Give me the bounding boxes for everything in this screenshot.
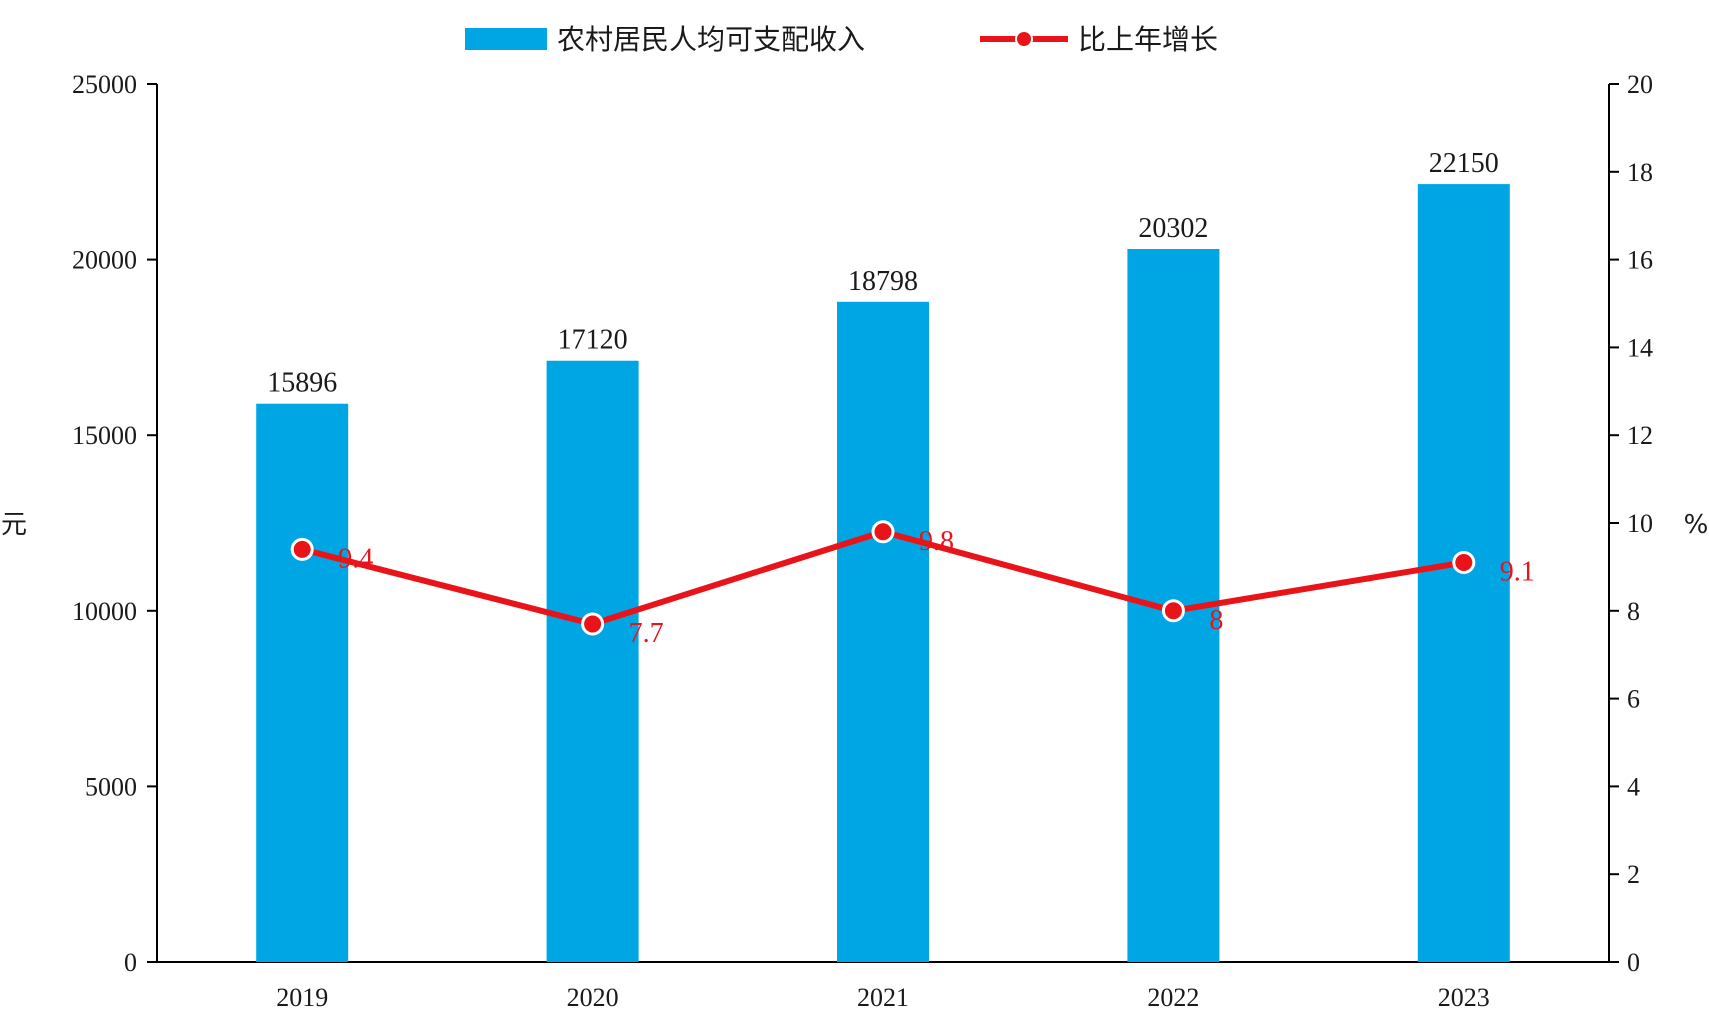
right-axis-unit: % — [1684, 510, 1709, 540]
bar-series — [256, 184, 1510, 963]
legend-marker-growth — [1015, 30, 1033, 48]
left-tick-label: 15000 — [72, 421, 137, 450]
line-value-label: 9.4 — [338, 543, 373, 574]
right-tick-label: 6 — [1627, 685, 1640, 714]
x-tick-label: 2023 — [1438, 983, 1490, 1012]
axes: 0 5000 10000 15000 20000 25000 0 2 4 6 8 10 12 14 16 18… — [1, 70, 1708, 1012]
right-tick-label: 8 — [1627, 597, 1640, 626]
right-tick-label: 18 — [1627, 158, 1653, 187]
line-value-label: 9.8 — [919, 526, 954, 557]
line-point — [581, 612, 605, 636]
left-tick-label: 5000 — [85, 772, 137, 801]
line-point — [1452, 551, 1476, 575]
right-tick-label: 0 — [1627, 948, 1640, 977]
right-tick-label: 14 — [1627, 333, 1653, 362]
right-tick-label: 10 — [1627, 509, 1653, 538]
right-tick-label: 12 — [1627, 421, 1653, 450]
left-tick-label: 10000 — [72, 597, 137, 626]
x-tick-label: 2021 — [857, 983, 909, 1012]
left-tick-label: 20000 — [72, 246, 137, 275]
x-tick-label: 2020 — [567, 983, 619, 1012]
bar-value-label: 18798 — [848, 266, 918, 297]
bar — [546, 360, 639, 962]
left-tick-label: 0 — [124, 948, 137, 977]
right-tick-label: 2 — [1627, 860, 1640, 889]
right-tick-label: 4 — [1627, 772, 1640, 801]
x-tick-label: 2022 — [1147, 983, 1199, 1012]
legend-label-income: 农村居民人均可支配收入 — [557, 23, 865, 56]
line-series — [290, 520, 1476, 636]
legend: 农村居民人均可支配收入 比上年增长 — [465, 23, 1218, 56]
data-labels: 15896 17120 18798 20302 22150 9.4 7.7 9.8 8 9.1 — [267, 148, 1535, 649]
bar-value-label: 20302 — [1138, 213, 1208, 244]
bar — [837, 301, 929, 963]
line-point — [1161, 599, 1185, 623]
legend-label-growth: 比上年增长 — [1078, 23, 1218, 56]
line-value-label: 7.7 — [629, 618, 664, 649]
legend-swatch-income — [465, 28, 547, 50]
right-tick-label: 16 — [1627, 246, 1653, 275]
line-point — [871, 520, 895, 544]
line-point — [290, 537, 314, 561]
left-tick-label: 25000 — [72, 70, 137, 99]
bar-value-label: 17120 — [558, 325, 628, 356]
line-value-label: 8 — [1209, 605, 1223, 636]
line-value-label: 9.1 — [1500, 557, 1535, 588]
x-tick-label: 2019 — [276, 983, 328, 1012]
bar — [256, 403, 349, 962]
bar-value-label: 15896 — [267, 368, 337, 399]
bar-value-label: 22150 — [1429, 148, 1499, 179]
right-tick-label: 20 — [1627, 70, 1653, 99]
left-axis-unit: 元 — [1, 510, 27, 540]
